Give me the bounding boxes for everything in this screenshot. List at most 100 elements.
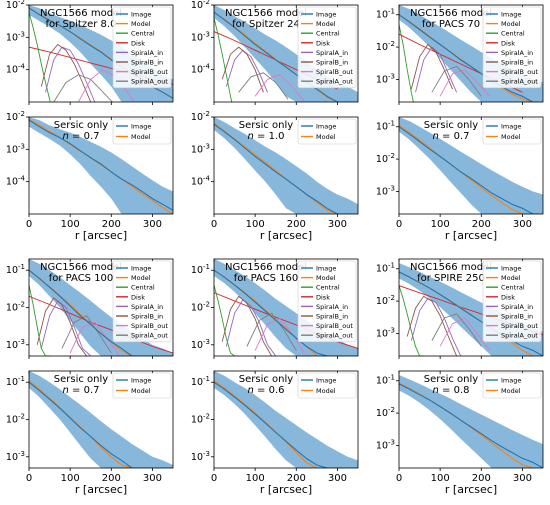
series-line-spiralb-in [410, 43, 453, 90]
legend [482, 6, 542, 89]
legend-label: Image [501, 123, 521, 131]
legend-label: Image [316, 265, 336, 273]
legend-label: SpiralB_in [316, 313, 348, 321]
legend-label: Image [316, 11, 336, 19]
series-line-spiralb-out [254, 74, 305, 102]
series-line-spirala-in [40, 300, 92, 356]
panel-title: for PACS 160 [234, 273, 299, 284]
axes-frame [213, 116, 359, 215]
x-tick-label: 200 [472, 219, 491, 230]
x-tick-label: 100 [431, 473, 450, 484]
plot-area [29, 259, 173, 356]
legend-label: Model [316, 387, 336, 395]
legend [482, 372, 542, 399]
x-tick-label: 200 [102, 473, 121, 484]
legend-label: SpiralA_out [316, 332, 353, 340]
panel-title: NGC1566 model [225, 8, 307, 19]
series-line-spirala-out [431, 65, 482, 97]
series-line-spiralb-out [439, 317, 490, 351]
legend-label: Disk [501, 293, 515, 301]
legend-label: SpiralB_out [131, 68, 168, 76]
series-line-spirala-in [410, 297, 462, 356]
series-line-spirala-out [53, 74, 114, 102]
legend-label: Model [131, 133, 151, 141]
legend-label: SpiralA_in [501, 303, 533, 311]
legend-label: SpiralB_in [131, 313, 163, 321]
y-tick-label: 10-1 [376, 8, 395, 21]
legend-label: Central [316, 30, 340, 38]
legend-label: Image [316, 123, 336, 131]
legend-label: Central [316, 284, 340, 292]
y-tick-label: 10-4 [191, 63, 211, 76]
series-line-central [29, 285, 50, 356]
legend-label: Model [501, 274, 521, 282]
x-tick-label: 300 [328, 219, 347, 230]
legend [112, 372, 172, 399]
y-tick-label: 10-3 [191, 338, 210, 351]
panel-title: for Spitzer 8.0 [46, 19, 117, 30]
axes-frame [398, 4, 544, 103]
y-tick-label: 10-1 [376, 374, 395, 387]
legend-label: Model [501, 133, 521, 141]
y-tick-label: 10-2 [6, 413, 25, 426]
legend-label: SpiralA_in [316, 303, 348, 311]
panel-title: NGC1566 model [410, 262, 492, 273]
x-axis-label: r [arcsec] [75, 483, 127, 496]
legend-label: Central [131, 284, 155, 292]
series-line-image [399, 271, 543, 356]
panel-title: Sersic only [239, 374, 294, 385]
x-tick-label: 200 [287, 219, 306, 230]
series-line-spiralb-in [221, 295, 272, 356]
panel-title: n = 0.8 [433, 385, 470, 396]
series-line-spirala-out [61, 315, 112, 354]
y-tick-label: 10-4 [6, 63, 26, 76]
series-line-image [399, 126, 543, 214]
x-axis-label: r [arcsec] [75, 229, 127, 242]
y-tick-label: 10-2 [376, 406, 395, 419]
y-tick-label: 10-3 [191, 450, 210, 463]
y-tick-label: 10-3 [6, 30, 25, 43]
y-tick-label: 10-2 [376, 152, 395, 165]
series-line-image [214, 269, 358, 356]
series-line-model [29, 380, 173, 468]
x-axis-label: r [arcsec] [445, 229, 497, 242]
panel-title: Sersic only [424, 120, 479, 131]
legend-label: Model [316, 133, 336, 141]
uncertainty-band [214, 371, 358, 468]
y-tick-label: 10-3 [376, 326, 395, 339]
x-tick-label: 100 [431, 219, 450, 230]
series-line-spirala-in [415, 46, 458, 93]
y-tick-label: 10-2 [376, 40, 395, 53]
uncertainty-band [214, 117, 358, 214]
y-tick-label: 10-2 [191, 301, 210, 314]
series-line-disk [29, 295, 173, 354]
x-axis-label: r [arcsec] [445, 483, 497, 496]
legend-label: Model [131, 387, 151, 395]
uncertainty-band [29, 371, 173, 468]
legend-label: Central [131, 30, 155, 38]
series-line-image [214, 11, 358, 102]
series-line-spiralb-in [36, 297, 87, 356]
legend-label: Image [131, 123, 151, 131]
legend-label: Model [316, 274, 336, 282]
legend-label: SpiralB_out [501, 68, 538, 76]
legend [297, 118, 357, 145]
legend-label: Model [131, 274, 151, 282]
legend [482, 118, 542, 145]
y-tick-label: 10-3 [191, 142, 210, 155]
plot-area [214, 371, 358, 468]
series-line-image [29, 381, 173, 468]
series-line-model [29, 118, 173, 214]
legend-label: SpiralA_in [316, 49, 348, 57]
axes-frame [213, 4, 359, 103]
legend-label: Disk [131, 293, 145, 301]
legend-label: Image [131, 265, 151, 273]
y-tick-label: 10-1 [6, 375, 25, 388]
series-line-image [214, 381, 358, 468]
panel-title: n = 0.7 [433, 131, 470, 142]
